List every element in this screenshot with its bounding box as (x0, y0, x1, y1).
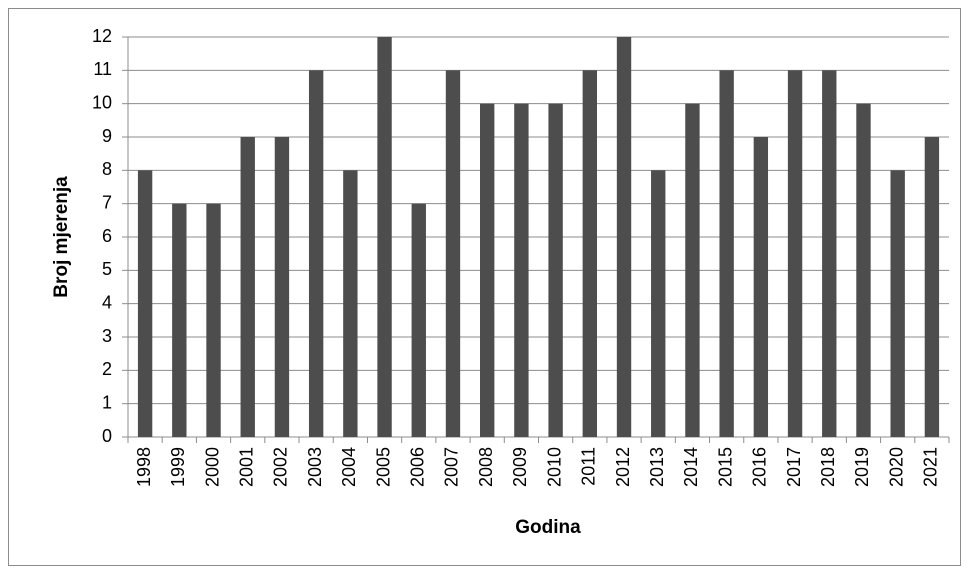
x-tick-label: 1999 (168, 447, 188, 487)
x-tick-label: 2020 (886, 447, 906, 487)
y-tick-label: 12 (92, 26, 112, 46)
y-tick-label: 9 (102, 126, 112, 146)
x-tick-label: 2005 (373, 447, 393, 487)
x-tick-label: 2017 (784, 447, 804, 487)
x-tick-label: 2011 (579, 447, 599, 486)
y-axis-title: Broj mjerenja (51, 176, 72, 298)
x-tick-label: 2007 (442, 447, 462, 487)
bar (308, 70, 324, 437)
bar (582, 70, 597, 437)
x-axis-title: Godina (515, 517, 581, 538)
bar (274, 137, 290, 437)
x-tick-label: 2015 (715, 447, 735, 487)
bar (343, 170, 358, 438)
y-tick-label: 1 (102, 392, 112, 412)
y-tick-label: 2 (102, 359, 112, 379)
bar (651, 170, 666, 438)
x-tick-label: 2006 (408, 447, 428, 487)
y-tick-label: 11 (93, 59, 112, 79)
y-tick-label: 5 (102, 259, 112, 279)
bar (137, 170, 153, 438)
y-tick-label: 10 (92, 92, 112, 112)
x-tick-label: 2001 (236, 447, 256, 487)
bar (445, 70, 461, 437)
x-tick-label: 2021 (921, 447, 941, 487)
bar (719, 70, 734, 437)
y-tick-label: 0 (102, 426, 112, 446)
x-tick-label: 2016 (750, 447, 770, 487)
bar (822, 70, 837, 437)
x-tick-label: 2019 (852, 447, 872, 487)
bar (753, 137, 769, 437)
x-tick-label: 2000 (202, 447, 222, 487)
x-tick-label: 2014 (681, 447, 701, 487)
bar (480, 103, 495, 438)
bar (890, 170, 905, 438)
x-tick-label: 2018 (818, 447, 838, 487)
y-tick-label: 4 (102, 292, 112, 312)
x-tick-label: 2009 (510, 447, 530, 487)
bar (514, 103, 529, 438)
bar (548, 103, 563, 438)
bar (924, 137, 940, 437)
x-tick-label: 2013 (647, 447, 667, 487)
y-tick-label: 6 (102, 226, 112, 246)
y-tick-label: 8 (102, 159, 112, 179)
bar (206, 203, 221, 437)
x-tick-label: 2004 (339, 447, 359, 487)
bar (411, 203, 426, 437)
x-tick-label: 2010 (544, 447, 564, 487)
bar (240, 137, 255, 437)
bar (685, 103, 700, 438)
x-tick-label: 2008 (476, 447, 496, 487)
x-tick-label: 2012 (613, 447, 633, 487)
y-tick-label: 3 (102, 326, 112, 346)
bar (856, 103, 871, 438)
bar (787, 70, 803, 437)
x-tick-label: 2002 (271, 447, 291, 487)
x-tick-label: 1998 (134, 447, 154, 487)
y-tick-label: 7 (102, 192, 112, 212)
bar (616, 37, 632, 437)
bar (377, 37, 392, 437)
bar (172, 203, 187, 437)
x-tick-label: 2003 (305, 447, 325, 487)
